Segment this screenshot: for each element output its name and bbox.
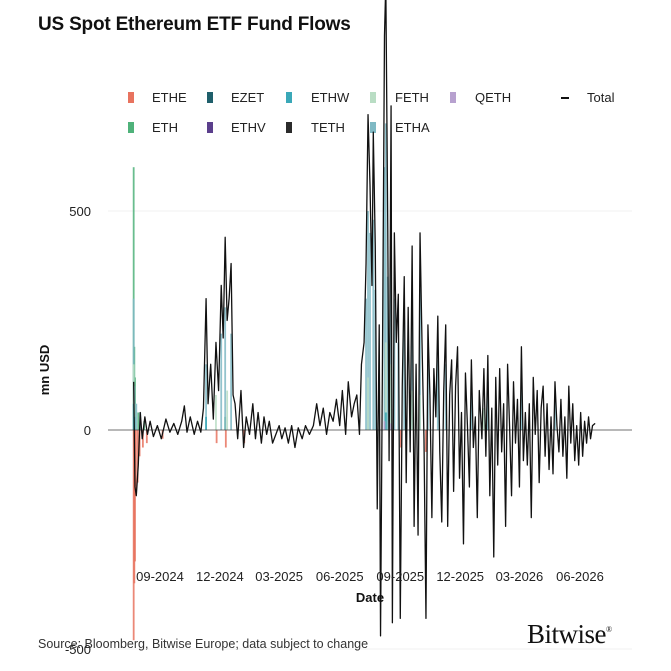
bar-feth — [390, 364, 392, 430]
legend-swatch-ethv — [207, 122, 213, 133]
bar-etha — [230, 333, 232, 430]
bar-etha — [470, 386, 473, 430]
bar-ethw — [384, 412, 387, 430]
bar-etha — [393, 298, 396, 430]
x-tick-label: 06-2026 — [556, 569, 604, 584]
bar-feth — [411, 390, 414, 430]
bitwise-logo: Bitwise® — [527, 619, 612, 650]
bar-etha — [383, 167, 386, 430]
bar-feth — [367, 377, 369, 430]
source-note: Source: Bloomberg, Bitwise Europe; data … — [38, 637, 369, 651]
legend-swatch-etha — [370, 122, 376, 133]
legend-line-total — [561, 97, 569, 99]
bar-ethe — [134, 430, 137, 496]
x-tick-label: 03-2025 — [255, 569, 303, 584]
bar-etha — [224, 307, 227, 430]
bar-etha — [220, 333, 223, 430]
bar-eth — [132, 167, 135, 430]
bar-ethe — [145, 430, 148, 444]
chart-title: US Spot Ethereum ETF Fund Flows — [38, 14, 351, 35]
legend-label-eth: ETH — [152, 120, 178, 135]
bar-eth — [137, 412, 140, 430]
legend-swatch-eth — [128, 122, 134, 133]
bar-etha — [444, 364, 447, 430]
bar-feth — [226, 390, 229, 430]
bar-etha — [374, 289, 377, 430]
bar-etha — [411, 298, 414, 430]
bar-etha — [372, 219, 375, 430]
x-tick-label: 06-2025 — [316, 569, 364, 584]
y-axis-label: mn USD — [37, 345, 52, 396]
legend-label-qeth: QETH — [475, 90, 512, 105]
x-tick-label: 12-2025 — [436, 569, 484, 584]
bar-feth — [419, 394, 421, 430]
legend-label-ethw: ETHW — [311, 90, 350, 105]
bar-etha — [486, 381, 489, 430]
total-series-line — [133, 0, 596, 637]
bar-etha — [205, 364, 207, 430]
bar-qeth — [390, 423, 392, 430]
legend-swatch-ethw — [286, 92, 292, 103]
x-axis-ticks: 09-2024 12-2024 03-2025 06-2025 09-2025 12-20… — [136, 569, 604, 584]
legend-swatch-ethe — [128, 92, 134, 103]
legend-label-ethe: ETHE — [152, 90, 187, 105]
bar-ethe — [215, 430, 218, 444]
bar-etha — [419, 289, 421, 430]
x-tick-label: 09-2024 — [136, 569, 184, 584]
bar-feth — [215, 394, 217, 430]
bar-etha — [436, 359, 439, 430]
legend-swatch-qeth — [450, 92, 456, 103]
legend-label-teth: TETH — [311, 120, 345, 135]
bar-qeth — [383, 421, 386, 430]
x-tick-label: 09-2025 — [376, 569, 424, 584]
bar-ethw — [205, 416, 207, 430]
bar-etha — [554, 399, 556, 430]
bar-etha — [403, 320, 406, 430]
y-axis-ticks: 10005000-500 — [65, 204, 91, 657]
bar-ethe — [400, 430, 402, 448]
legend-label-ethv: ETHV — [231, 120, 266, 135]
bar-etha — [365, 298, 367, 430]
bar-etha — [386, 276, 389, 430]
bar-ethe — [425, 430, 427, 452]
bar-etha — [135, 403, 138, 430]
brand-name: Bitwise — [527, 619, 607, 649]
legend-swatch-feth — [370, 92, 376, 103]
bar-feth — [384, 342, 387, 430]
legend: ETHE EZET ETHW FETH QETH Total ETH ETHV … — [0, 0, 671, 160]
bar-ethe — [224, 430, 227, 448]
flow-bars — [132, 123, 556, 641]
legend-label-total: Total — [587, 90, 615, 105]
y-tick-label: -500 — [65, 642, 91, 657]
bar-etha — [367, 211, 369, 430]
bar-etha — [384, 123, 387, 431]
legend-label-ezet: EZET — [231, 90, 265, 105]
legend-label-etha: ETHA — [395, 120, 430, 135]
bar-etha — [369, 232, 371, 430]
x-tick-label: 03-2026 — [496, 569, 544, 584]
x-tick-label: 12-2024 — [196, 569, 244, 584]
legend-swatch-teth — [286, 122, 292, 133]
y-tick-label: 500 — [69, 204, 91, 219]
x-axis-label: Date — [356, 590, 384, 605]
registered-mark: ® — [606, 625, 612, 634]
legend-swatch-ezet — [207, 92, 213, 103]
bar-ethe — [136, 430, 139, 483]
bar-etha — [520, 377, 523, 430]
legend-label-feth: FETH — [395, 90, 429, 105]
bar-feth — [482, 408, 485, 430]
y-tick-label: 0 — [84, 423, 91, 438]
